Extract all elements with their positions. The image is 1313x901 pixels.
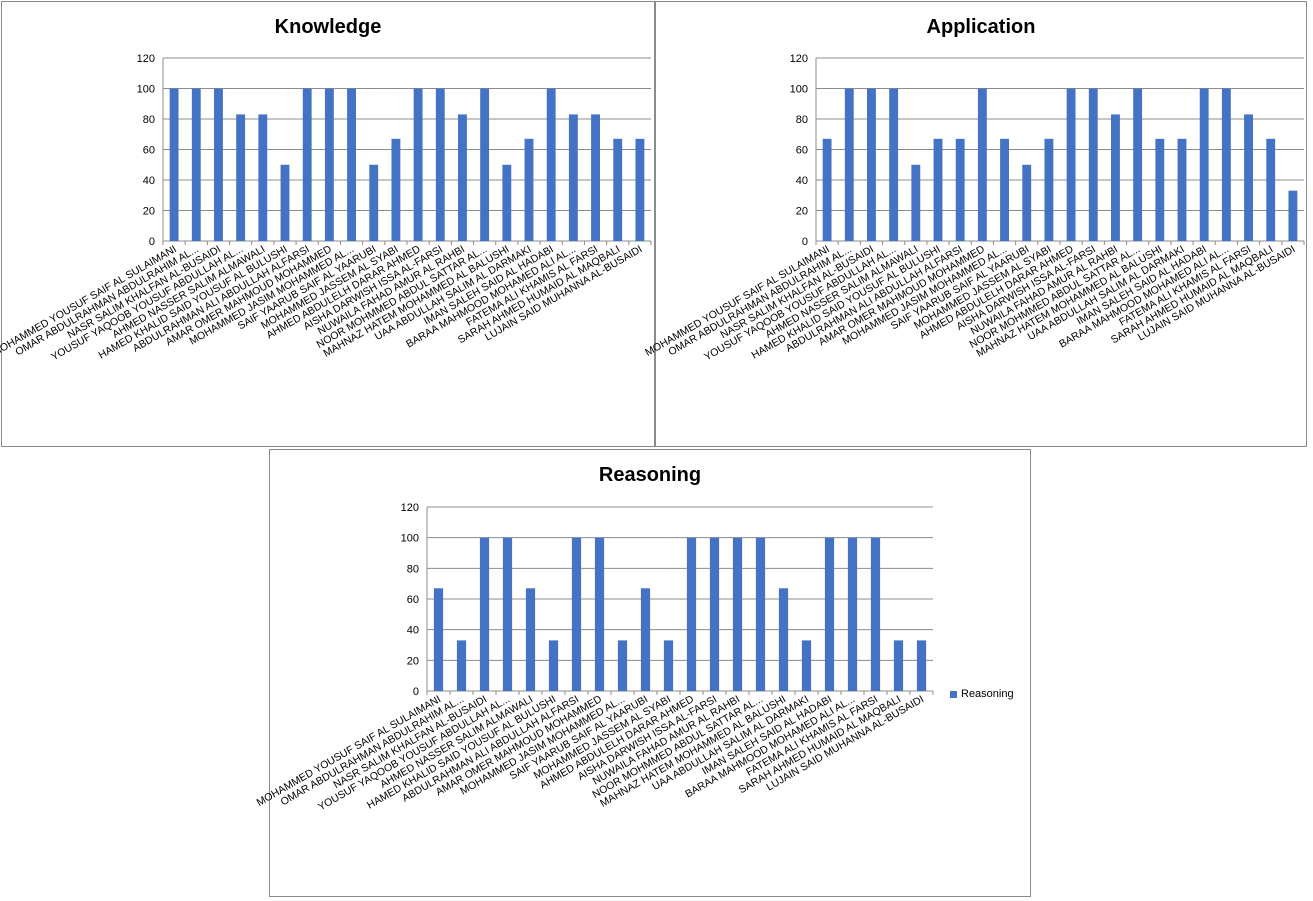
bar	[1133, 88, 1143, 241]
bar	[347, 88, 356, 241]
bar	[755, 537, 766, 691]
y-tick-label: 40	[143, 175, 155, 187]
application-chart-panel: Application 0 20 40 60 80 100 120 MOHAMMED YOUS…	[643, 1, 1307, 447]
y-tick-label: 80	[407, 563, 419, 575]
y-tick-label: 120	[790, 53, 808, 65]
bar	[1066, 88, 1076, 241]
bar	[280, 164, 290, 241]
y-tick-label: 120	[401, 502, 419, 514]
bar	[324, 88, 334, 241]
bar	[801, 640, 812, 691]
bar	[889, 88, 899, 241]
y-tick-label: 100	[137, 84, 155, 96]
bar	[1288, 190, 1298, 241]
bar	[546, 88, 556, 241]
y-tick-label: 20	[407, 655, 419, 667]
bar	[391, 138, 401, 241]
bar	[893, 640, 904, 691]
bar	[1266, 138, 1276, 241]
bar	[824, 537, 835, 691]
bar	[591, 114, 600, 241]
bar	[709, 537, 720, 691]
y-tick-label: 40	[407, 625, 419, 637]
bar	[686, 537, 697, 691]
bar	[1155, 138, 1165, 241]
bar	[911, 164, 921, 241]
bar	[1244, 114, 1253, 241]
bar	[867, 88, 876, 241]
chart-title: Knowledge	[274, 16, 382, 38]
bar	[214, 88, 223, 241]
bar	[1111, 114, 1120, 241]
y-tick-label: 80	[143, 114, 155, 126]
bar	[456, 640, 467, 691]
bar	[778, 588, 789, 691]
bar	[870, 537, 881, 691]
bar	[732, 537, 743, 691]
bar	[640, 588, 651, 691]
y-tick-label: 40	[796, 175, 808, 187]
bar	[1199, 88, 1209, 241]
bar	[433, 588, 444, 691]
y-tick-label: 60	[796, 145, 808, 157]
bar	[916, 640, 927, 691]
bar	[369, 164, 379, 241]
y-tick-label: 100	[401, 533, 419, 545]
chart-legend: Reasoning	[950, 688, 1014, 700]
y-tick-label: 20	[796, 206, 808, 218]
bar	[1022, 164, 1032, 241]
bar	[571, 537, 582, 691]
bar	[548, 640, 559, 691]
bar	[847, 537, 858, 691]
bar	[258, 114, 268, 241]
bar	[480, 88, 490, 241]
bar	[663, 640, 674, 691]
bar	[977, 88, 987, 241]
bar	[169, 88, 179, 241]
chart-title: Reasoning	[598, 464, 702, 486]
bar	[236, 114, 246, 241]
bar	[1000, 138, 1009, 241]
bar	[822, 138, 832, 241]
bar	[458, 114, 467, 241]
bar	[635, 138, 645, 241]
bar	[613, 138, 623, 241]
y-tick-label: 80	[796, 114, 808, 126]
bar	[302, 88, 312, 241]
y-tick-label: 0	[802, 236, 808, 248]
reasoning-chart-panel: Reasoning 0 20 40 60 80 100 120 MOHAMMED YOUSUF…	[255, 449, 1031, 897]
y-tick-label: 0	[149, 236, 155, 248]
bar	[479, 537, 490, 691]
y-tick-label: 60	[407, 594, 419, 606]
knowledge-chart-panel: Knowledge 0 20 40 60 80 100 120 MOHAMMED YOUSUF…	[0, 1, 655, 447]
y-tick-label: 100	[790, 84, 808, 96]
y-tick-label: 120	[137, 53, 155, 65]
y-tick-label: 0	[413, 686, 419, 698]
bar	[568, 114, 578, 241]
y-tick-label: 60	[143, 145, 155, 157]
bar	[1177, 138, 1187, 241]
chart-title: Application	[926, 16, 1036, 38]
bar	[1221, 88, 1231, 241]
bar	[1088, 88, 1098, 241]
y-tick-label: 20	[143, 206, 155, 218]
bar	[594, 537, 605, 691]
legend-label: Reasoning	[961, 688, 1014, 700]
legend-swatch	[950, 690, 957, 698]
bar	[1044, 138, 1054, 241]
bar	[955, 138, 965, 241]
bar	[617, 640, 628, 691]
bar	[844, 88, 854, 241]
bar	[933, 138, 943, 241]
bar	[524, 138, 534, 241]
bar	[525, 588, 536, 691]
bar	[435, 88, 445, 241]
bar	[413, 88, 423, 241]
bar	[502, 537, 513, 691]
bar	[502, 164, 512, 241]
bar	[191, 88, 201, 241]
